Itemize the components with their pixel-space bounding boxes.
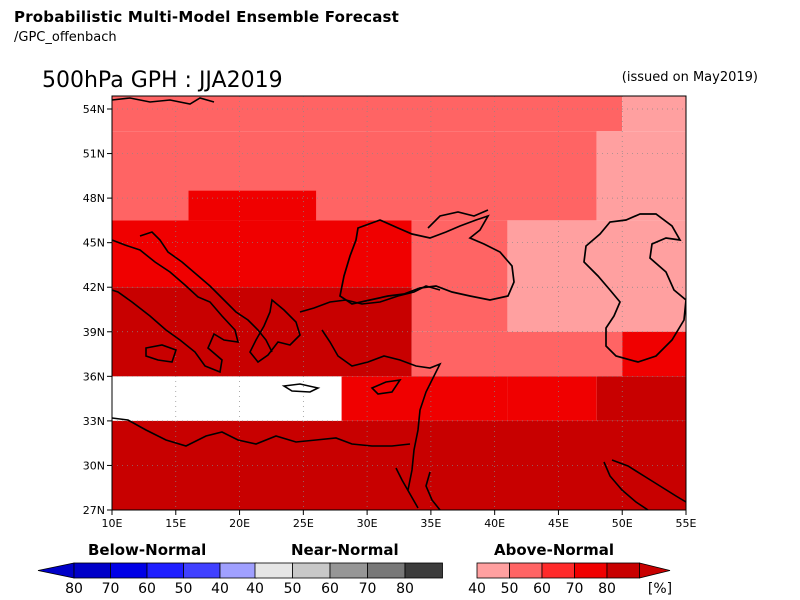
legend-above-label: 70	[566, 581, 584, 597]
legend-above-label: 60	[533, 581, 551, 597]
legend-near-swatch	[404, 562, 443, 579]
black-sea-coast	[339, 214, 515, 305]
cell-black-sea	[411, 220, 508, 332]
legend-above-label: 80	[598, 581, 616, 597]
cell-gulf-north	[596, 376, 686, 421]
legend-below-title: Below-Normal	[88, 541, 207, 559]
map-frame	[111, 95, 687, 511]
cell-caucasus	[507, 220, 686, 332]
legend-unit-label: [%]	[648, 581, 672, 597]
legend-below-arrow	[37, 562, 75, 579]
north-africa-coast	[112, 417, 411, 447]
cell-north-band-east	[622, 96, 686, 132]
legend-near-title: Near-Normal	[291, 541, 399, 559]
lon-tick-label: 55E	[676, 517, 697, 530]
cell-central-west	[112, 220, 412, 288]
coastlines	[112, 97, 686, 510]
lon-tick-label: 35E	[420, 517, 441, 530]
dalmatia-coast	[139, 231, 273, 353]
lon-tick-label: 50E	[612, 517, 633, 530]
graticule	[112, 96, 686, 510]
cell-north-east	[596, 131, 686, 221]
legend-above-swatch	[606, 562, 640, 579]
italy-coast	[112, 239, 240, 374]
baltic-coast	[112, 97, 215, 105]
caspian-coast	[583, 213, 686, 363]
lat-tick-label: 48N	[83, 192, 105, 205]
legend-near-swatch	[254, 562, 293, 579]
latitude-axis: 27N 30N 33N 36N 39N 42N 45N 48N 51N 54N	[83, 103, 112, 517]
lon-tick-label: 30E	[357, 517, 378, 530]
legend-below-label: 70	[102, 581, 120, 597]
cell-mesopotamia	[507, 376, 597, 421]
lon-tick-label: 20E	[229, 517, 250, 530]
lat-tick-label: 42N	[83, 281, 105, 294]
sicily-coast	[145, 344, 178, 363]
greece-coast	[249, 298, 301, 364]
lat-tick-label: 27N	[83, 504, 105, 517]
lat-tick-label: 33N	[83, 415, 105, 428]
lon-tick-label: 10E	[102, 517, 123, 530]
longitude-axis: 10E 15E 20E 25E 30E 35E 40E 45E 50E 55E	[102, 510, 697, 530]
legend-near-swatch	[292, 562, 331, 579]
legend-near-label: 80	[396, 581, 414, 597]
legend-near-label: 60	[321, 581, 339, 597]
legend-above-swatch	[476, 562, 510, 579]
red-sea-coast-west	[395, 467, 419, 509]
legend-below-swatch	[219, 562, 257, 579]
lon-tick-label: 45E	[548, 517, 569, 530]
legend-near-label: 50	[284, 581, 302, 597]
legend-below-swatch	[73, 562, 111, 579]
legend-above-label: 50	[501, 581, 519, 597]
cell-iran-north	[622, 331, 686, 377]
lat-tick-label: 51N	[83, 148, 105, 161]
chart-title: Probabilistic Multi-Model Ensemble Forec…	[14, 8, 400, 26]
legend-above-title: Above-Normal	[494, 541, 614, 559]
legend-near-swatch	[367, 562, 406, 579]
probability-cells	[112, 96, 686, 510]
legend-near-label: 70	[359, 581, 377, 597]
issued-date: (issued on May2019)	[621, 70, 758, 85]
red-sea-coast-east	[425, 471, 441, 510]
lon-tick-label: 25E	[293, 517, 314, 530]
legend-near-swatch	[329, 562, 368, 579]
legend-below-swatch	[146, 562, 184, 579]
legend-below-label: 50	[175, 581, 193, 597]
azov-coast	[427, 209, 489, 229]
lon-tick-label: 40E	[484, 517, 505, 530]
cell-north-west	[112, 131, 597, 221]
lat-tick-label: 45N	[83, 237, 105, 250]
cell-south	[112, 420, 686, 510]
legend-above-label: 40	[468, 581, 486, 597]
cyprus-coast	[370, 378, 402, 395]
crete-coast	[281, 383, 321, 393]
legend-bars: 80 70 60 50 40 40 50 60 70 80 40 50 60 70 80 [%]	[37, 562, 672, 597]
cell-anatolia-south	[411, 331, 623, 377]
lat-tick-label: 36N	[83, 370, 105, 383]
legend-above-swatch	[541, 562, 575, 579]
lat-tick-label: 54N	[83, 103, 105, 116]
levant-coast	[321, 329, 442, 491]
cell-balkans-north	[188, 190, 317, 221]
persian-gulf-west	[603, 461, 649, 510]
legend-below-label: 80	[65, 581, 83, 597]
chart-subtitle: /GPC_offenbach	[14, 30, 117, 45]
legend-below-swatch	[110, 562, 148, 579]
legend-below-swatch	[183, 562, 221, 579]
map-title: 500hPa GPH : JJA2019	[42, 68, 283, 93]
legend-below-label: 40	[211, 581, 229, 597]
legend-above-swatch	[509, 562, 543, 579]
lon-tick-label: 15E	[165, 517, 186, 530]
legend-above-arrow	[639, 562, 671, 579]
aegean-north-coast	[299, 285, 441, 313]
lat-tick-label: 39N	[83, 326, 105, 339]
legend-below-label: 60	[138, 581, 156, 597]
lat-tick-label: 30N	[83, 459, 105, 472]
legend-near-label: 40	[246, 581, 264, 597]
persian-gulf-east	[611, 459, 686, 503]
legend-above-swatch	[574, 562, 608, 579]
